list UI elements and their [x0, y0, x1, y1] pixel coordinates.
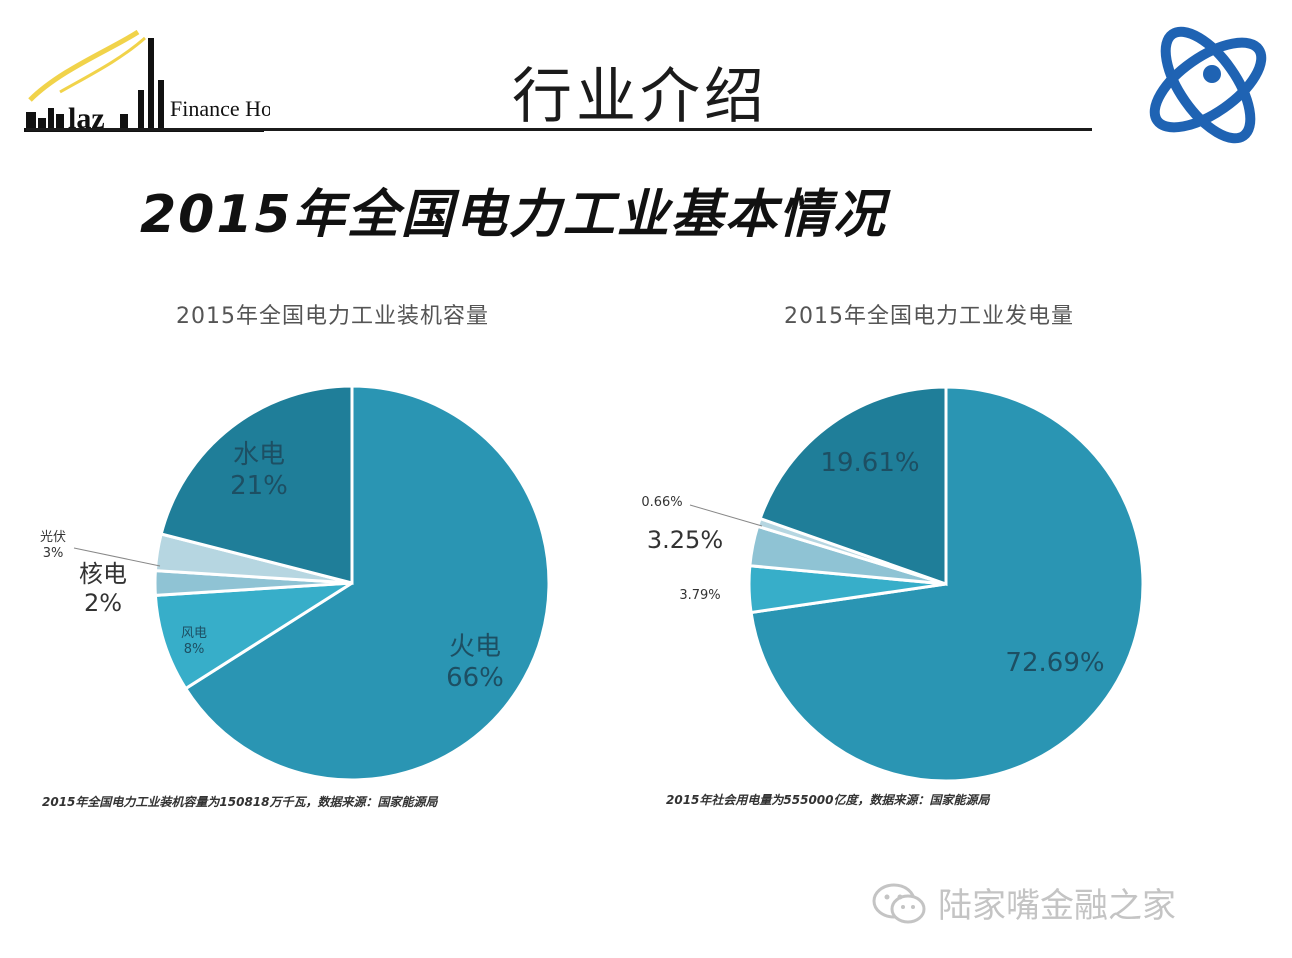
pie1-leader-solar: [73, 547, 161, 567]
pie2-slice-4: [758, 385, 948, 587]
slide-title: 行业介绍: [512, 62, 768, 132]
pie1-slice-1: [153, 581, 353, 691]
pie1-label-solar: 光伏 3%: [39, 530, 66, 561]
pie1-label-nuclear: 核电 2%: [79, 560, 127, 617]
pie1-slice-4: [159, 384, 354, 585]
chart-1-title: 2015年全国电力工业装机容量: [176, 304, 489, 329]
chart-1-footnote: 2015年全国电力工业装机容量为150818万千瓦，数据来源：国家能源局: [42, 795, 438, 809]
chart-2-footnote: 2015年社会用电量为555000亿度，数据来源：国家能源局: [666, 793, 990, 807]
pie2-label-thermal: 72.69%: [1005, 648, 1105, 678]
pie1-label-wind: 风电 8%: [180, 626, 207, 657]
title-rule: [26, 128, 1092, 131]
watermark: 陆家嘴金融之家: [870, 878, 1176, 927]
pie1-label-hydro: 水电 21%: [230, 440, 288, 502]
pie1-slice-0: [183, 384, 551, 782]
watermark-text: 陆家嘴金融之家: [938, 886, 1176, 926]
atom-logo: [1149, 26, 1267, 144]
pie2-label-hydro: 19.61%: [820, 448, 920, 478]
pie1-label-thermal: 火电 66%: [446, 632, 504, 694]
wechat-icon: [872, 883, 926, 923]
pie2-label-nuclear: 3.25%: [646, 526, 724, 554]
chart-2-title: 2015年全国电力工业发电量: [784, 304, 1074, 329]
pie2-leader-solar: [689, 504, 763, 527]
pie2-label-wind: 3.79%: [679, 588, 721, 603]
main-title: 2015年全国电力工业基本情况: [140, 185, 887, 245]
pie2-label-solar: 0.66%: [641, 495, 683, 510]
svg-text:Finance House: Finance House: [170, 96, 270, 121]
